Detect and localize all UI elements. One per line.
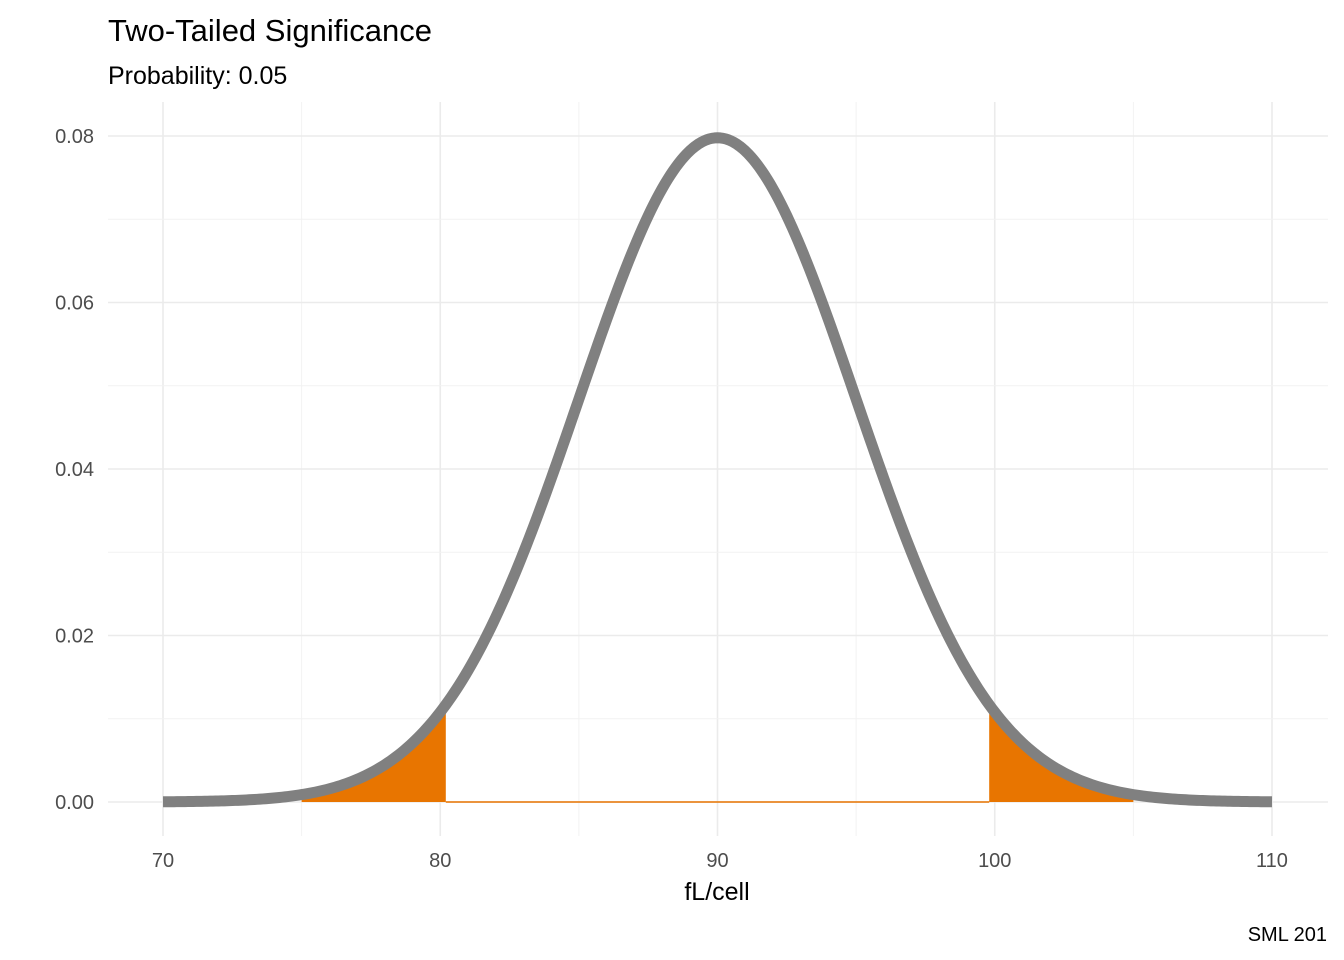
x-tick-label: 80 bbox=[429, 850, 451, 872]
y-tick-label: 0.06 bbox=[55, 293, 94, 315]
density-curve bbox=[160, 132, 1275, 808]
y-tick-label: 0.00 bbox=[55, 792, 94, 814]
y-tick-label: 0.08 bbox=[55, 126, 94, 148]
left-tail-region bbox=[301, 704, 446, 802]
grid bbox=[108, 102, 1328, 836]
x-tick-label: 100 bbox=[978, 850, 1011, 872]
chart-subtitle: Probability: 0.05 bbox=[108, 62, 287, 90]
y-tick-label: 0.04 bbox=[55, 459, 94, 481]
x-tick-label: 110 bbox=[1256, 850, 1288, 872]
right-tail-region bbox=[989, 704, 1134, 802]
x-axis-ticks: 70 80 90 100 110 bbox=[152, 850, 1288, 872]
x-tick-label: 90 bbox=[706, 850, 728, 872]
tail-regions bbox=[301, 704, 1134, 803]
chart-title: Two-Tailed Significance bbox=[108, 13, 432, 48]
x-axis-label: fL/cell bbox=[684, 878, 749, 906]
chart-caption: SML 201 bbox=[1248, 924, 1327, 946]
x-tick-label: 70 bbox=[152, 850, 174, 872]
y-tick-label: 0.02 bbox=[55, 626, 94, 648]
density-curve-layer bbox=[160, 132, 1275, 808]
y-axis-ticks: 0.00 0.02 0.04 0.06 0.08 bbox=[55, 126, 94, 814]
